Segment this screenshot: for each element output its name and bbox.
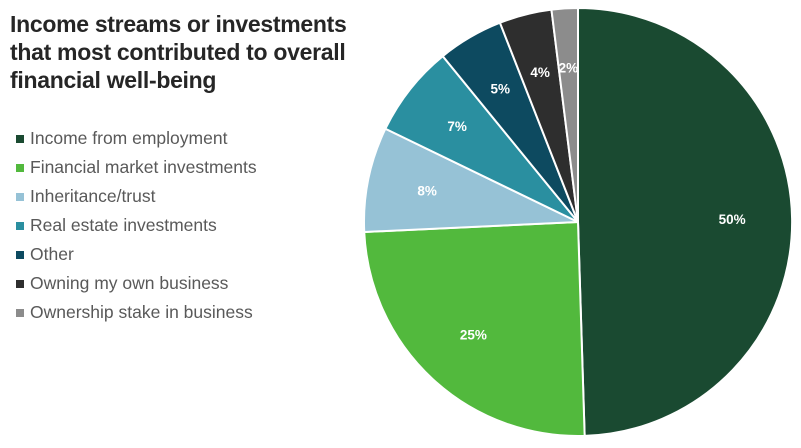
legend-label: Owning my own business (30, 273, 229, 293)
pie-slice-value-label: 5% (491, 82, 511, 97)
legend-swatch (16, 250, 24, 259)
legend-swatch (16, 308, 24, 317)
chart-title-line-3: financial well-being (10, 67, 217, 93)
pie-slice-value-label: 4% (530, 65, 550, 80)
legend-label: Financial market investments (30, 157, 257, 177)
chart-title-line-2: that most contributed to overall (10, 39, 346, 65)
legend-item: Financial market investments (16, 153, 257, 182)
legend-label: Ownership stake in business (30, 302, 253, 322)
pie-slice (363, 127, 579, 233)
legend-item: Real estate investments (16, 211, 257, 240)
legend-item: Income from employment (16, 124, 257, 153)
legend-swatch (16, 221, 24, 230)
legend-item: Inheritance/trust (16, 182, 257, 211)
legend-swatch (16, 192, 24, 201)
legend-label: Real estate investments (30, 215, 217, 235)
legend-item: Other (16, 240, 257, 269)
legend-swatch (16, 279, 24, 288)
legend-item: Owning my own business (16, 269, 257, 298)
legend-label: Income from employment (30, 128, 228, 148)
pie-slice (550, 6, 579, 223)
chart-title: Income streams or investments that most … (10, 10, 382, 94)
pie-slice-value-label: 50% (719, 212, 746, 227)
pie-slice (363, 221, 586, 437)
pie-slice-value-label: 8% (417, 184, 437, 199)
pie-slice-value-label: 2% (559, 61, 579, 76)
legend-swatch (16, 163, 24, 172)
chart-title-line-1: Income streams or investments (10, 11, 347, 37)
legend-swatch (16, 134, 24, 143)
legend-label: Inheritance/trust (30, 186, 156, 206)
pie-slice (577, 7, 794, 437)
pie-slice-value-label: 25% (460, 328, 487, 343)
legend-label: Other (30, 244, 74, 264)
chart-legend: Income from employment Financial market i… (16, 124, 257, 327)
pie-slice-value-label: 7% (447, 119, 467, 134)
legend-item: Ownership stake in business (16, 298, 257, 327)
